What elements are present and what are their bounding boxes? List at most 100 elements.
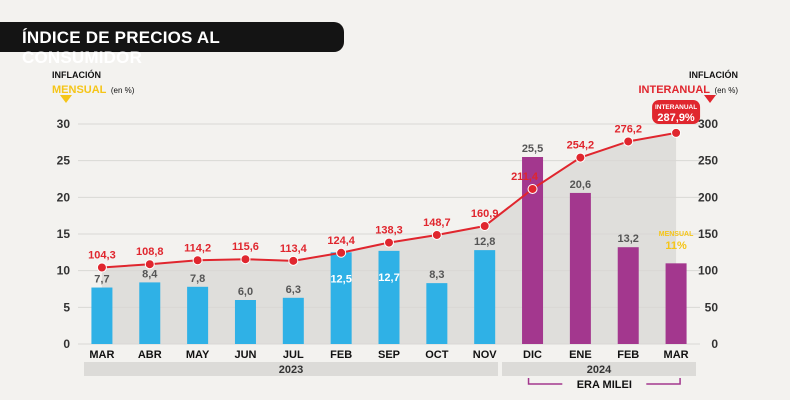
category-label: ABR — [138, 349, 162, 361]
left-axis-triangle — [60, 95, 72, 103]
bar-label: 25,5 — [522, 143, 543, 155]
bar — [378, 250, 400, 344]
bar-label: 12,7 — [378, 272, 399, 284]
bars: 7,7 8,4 7,8 6,0 6,3 12,5 12,7 8,3 12,8 25,5 20,6 13… — [91, 143, 687, 344]
line-label: 113,4 — [280, 243, 308, 255]
year-band-2024 — [502, 362, 696, 376]
right-axis-line2: INTERANUAL — [638, 84, 710, 96]
left-tick-label: 25 — [57, 154, 71, 168]
left-tick-label: 5 — [63, 300, 70, 314]
bar — [426, 283, 448, 344]
mensual-value: 11% — [665, 240, 687, 252]
right-tick-label: 100 — [698, 264, 718, 278]
line-point — [575, 152, 586, 163]
right-tick-label: 250 — [698, 154, 718, 168]
bar-label: 6,3 — [286, 284, 301, 296]
line-point — [623, 136, 634, 147]
era-label-bg — [562, 377, 647, 391]
line-label: 211,4 — [511, 171, 539, 183]
line-label: 160,9 — [471, 208, 499, 220]
category-label: JUN — [234, 349, 256, 361]
right-axis-caption: INTERANUAL (en %) — [638, 80, 738, 98]
category-label: MAR — [664, 349, 689, 361]
line-label: 148,7 — [423, 217, 451, 229]
line-label: 276,2 — [614, 123, 642, 135]
left-axis-line2: MENSUAL — [52, 84, 107, 96]
bar — [522, 157, 544, 344]
line-point — [527, 183, 538, 194]
left-tick-label: 30 — [57, 117, 71, 131]
left-axis-caption: MENSUAL (en %) — [52, 80, 134, 98]
title-bar: ÍNDICE DE PRECIOS AL CONSUMIDOR — [0, 22, 344, 67]
left-tick-label: 0 — [63, 337, 70, 351]
line-point — [144, 259, 155, 270]
bar — [234, 300, 256, 344]
bar — [665, 263, 687, 344]
line-label: 114,2 — [184, 242, 211, 254]
category-label: DIC — [523, 349, 542, 361]
line-point — [192, 255, 203, 266]
year-label-2024: 2024 — [587, 364, 612, 376]
category-label: JUL — [283, 349, 304, 361]
category-label: OCT — [425, 349, 449, 361]
right-tick-label: 300 — [698, 117, 718, 131]
right-tick-label: 200 — [698, 190, 718, 204]
left-axis-line1: INFLACIÓN — [52, 70, 101, 80]
right-tick-label: 0 — [711, 337, 718, 351]
right-tick-label: 150 — [698, 227, 718, 241]
mensual-tag: MENSUAL — [659, 231, 694, 238]
interanual-badge — [652, 100, 701, 124]
line-label: 108,8 — [136, 246, 164, 258]
line-point — [288, 255, 299, 266]
bar — [91, 287, 113, 344]
line-point — [240, 254, 251, 265]
left-tick-label: 20 — [57, 190, 71, 204]
line-point — [336, 247, 347, 258]
line-point — [96, 262, 107, 273]
left-tick-label: 10 — [57, 264, 71, 278]
bar — [139, 282, 161, 344]
bar-label: 8,4 — [142, 268, 158, 280]
era-label: ERA MILEI — [577, 379, 632, 391]
line-label: 254,2 — [567, 140, 595, 152]
category-label: SEP — [378, 349, 400, 361]
right-axis-unit: (en %) — [714, 86, 738, 95]
left-axis-unit: (en %) — [110, 86, 135, 95]
year-label-2023: 2023 — [279, 364, 303, 376]
category-label: NOV — [473, 349, 498, 361]
line-point — [384, 237, 394, 248]
bar — [474, 250, 496, 344]
year-band-2023 — [84, 362, 498, 376]
bar-label: 6,0 — [238, 286, 253, 298]
bar-label: 7,8 — [190, 273, 205, 285]
line-point — [431, 229, 442, 240]
bottom-bands: MAR ABR MAY JUN JUL FEB SEP OCT NOV DIC ENE FEB MAR 2… — [84, 349, 696, 391]
bar-label: 8,3 — [429, 269, 444, 281]
category-label: MAR — [89, 349, 114, 361]
left-tick-label: 15 — [57, 227, 71, 241]
bar — [282, 297, 304, 344]
line-point — [671, 127, 682, 138]
line-label: 124,4 — [327, 235, 355, 247]
line-point — [479, 221, 490, 232]
right-axis-triangle — [704, 95, 716, 103]
interanual-badge-value: 287,9% — [657, 112, 695, 124]
interanual-line: 104,3 108,8 114,2 115,6 113,4 124,4 138,3 148,7… — [88, 123, 682, 273]
line-label: 115,6 — [232, 241, 259, 253]
bar — [187, 286, 209, 344]
category-label: FEB — [617, 349, 639, 361]
category-label: FEB — [330, 349, 352, 361]
category-label: ENE — [569, 349, 592, 361]
category-label: MAY — [186, 349, 210, 361]
bar-label: 12,8 — [474, 236, 495, 248]
right-tick-label: 50 — [705, 300, 719, 314]
line-label: 104,3 — [88, 250, 116, 262]
bar — [569, 192, 591, 344]
interanual-badge-tag: INTERANUAL — [655, 104, 697, 111]
bar — [330, 252, 352, 344]
bar-label: 13,2 — [618, 233, 639, 245]
bar-label: 20,6 — [570, 179, 591, 191]
chart-title: ÍNDICE DE PRECIOS AL CONSUMIDOR — [22, 28, 220, 67]
